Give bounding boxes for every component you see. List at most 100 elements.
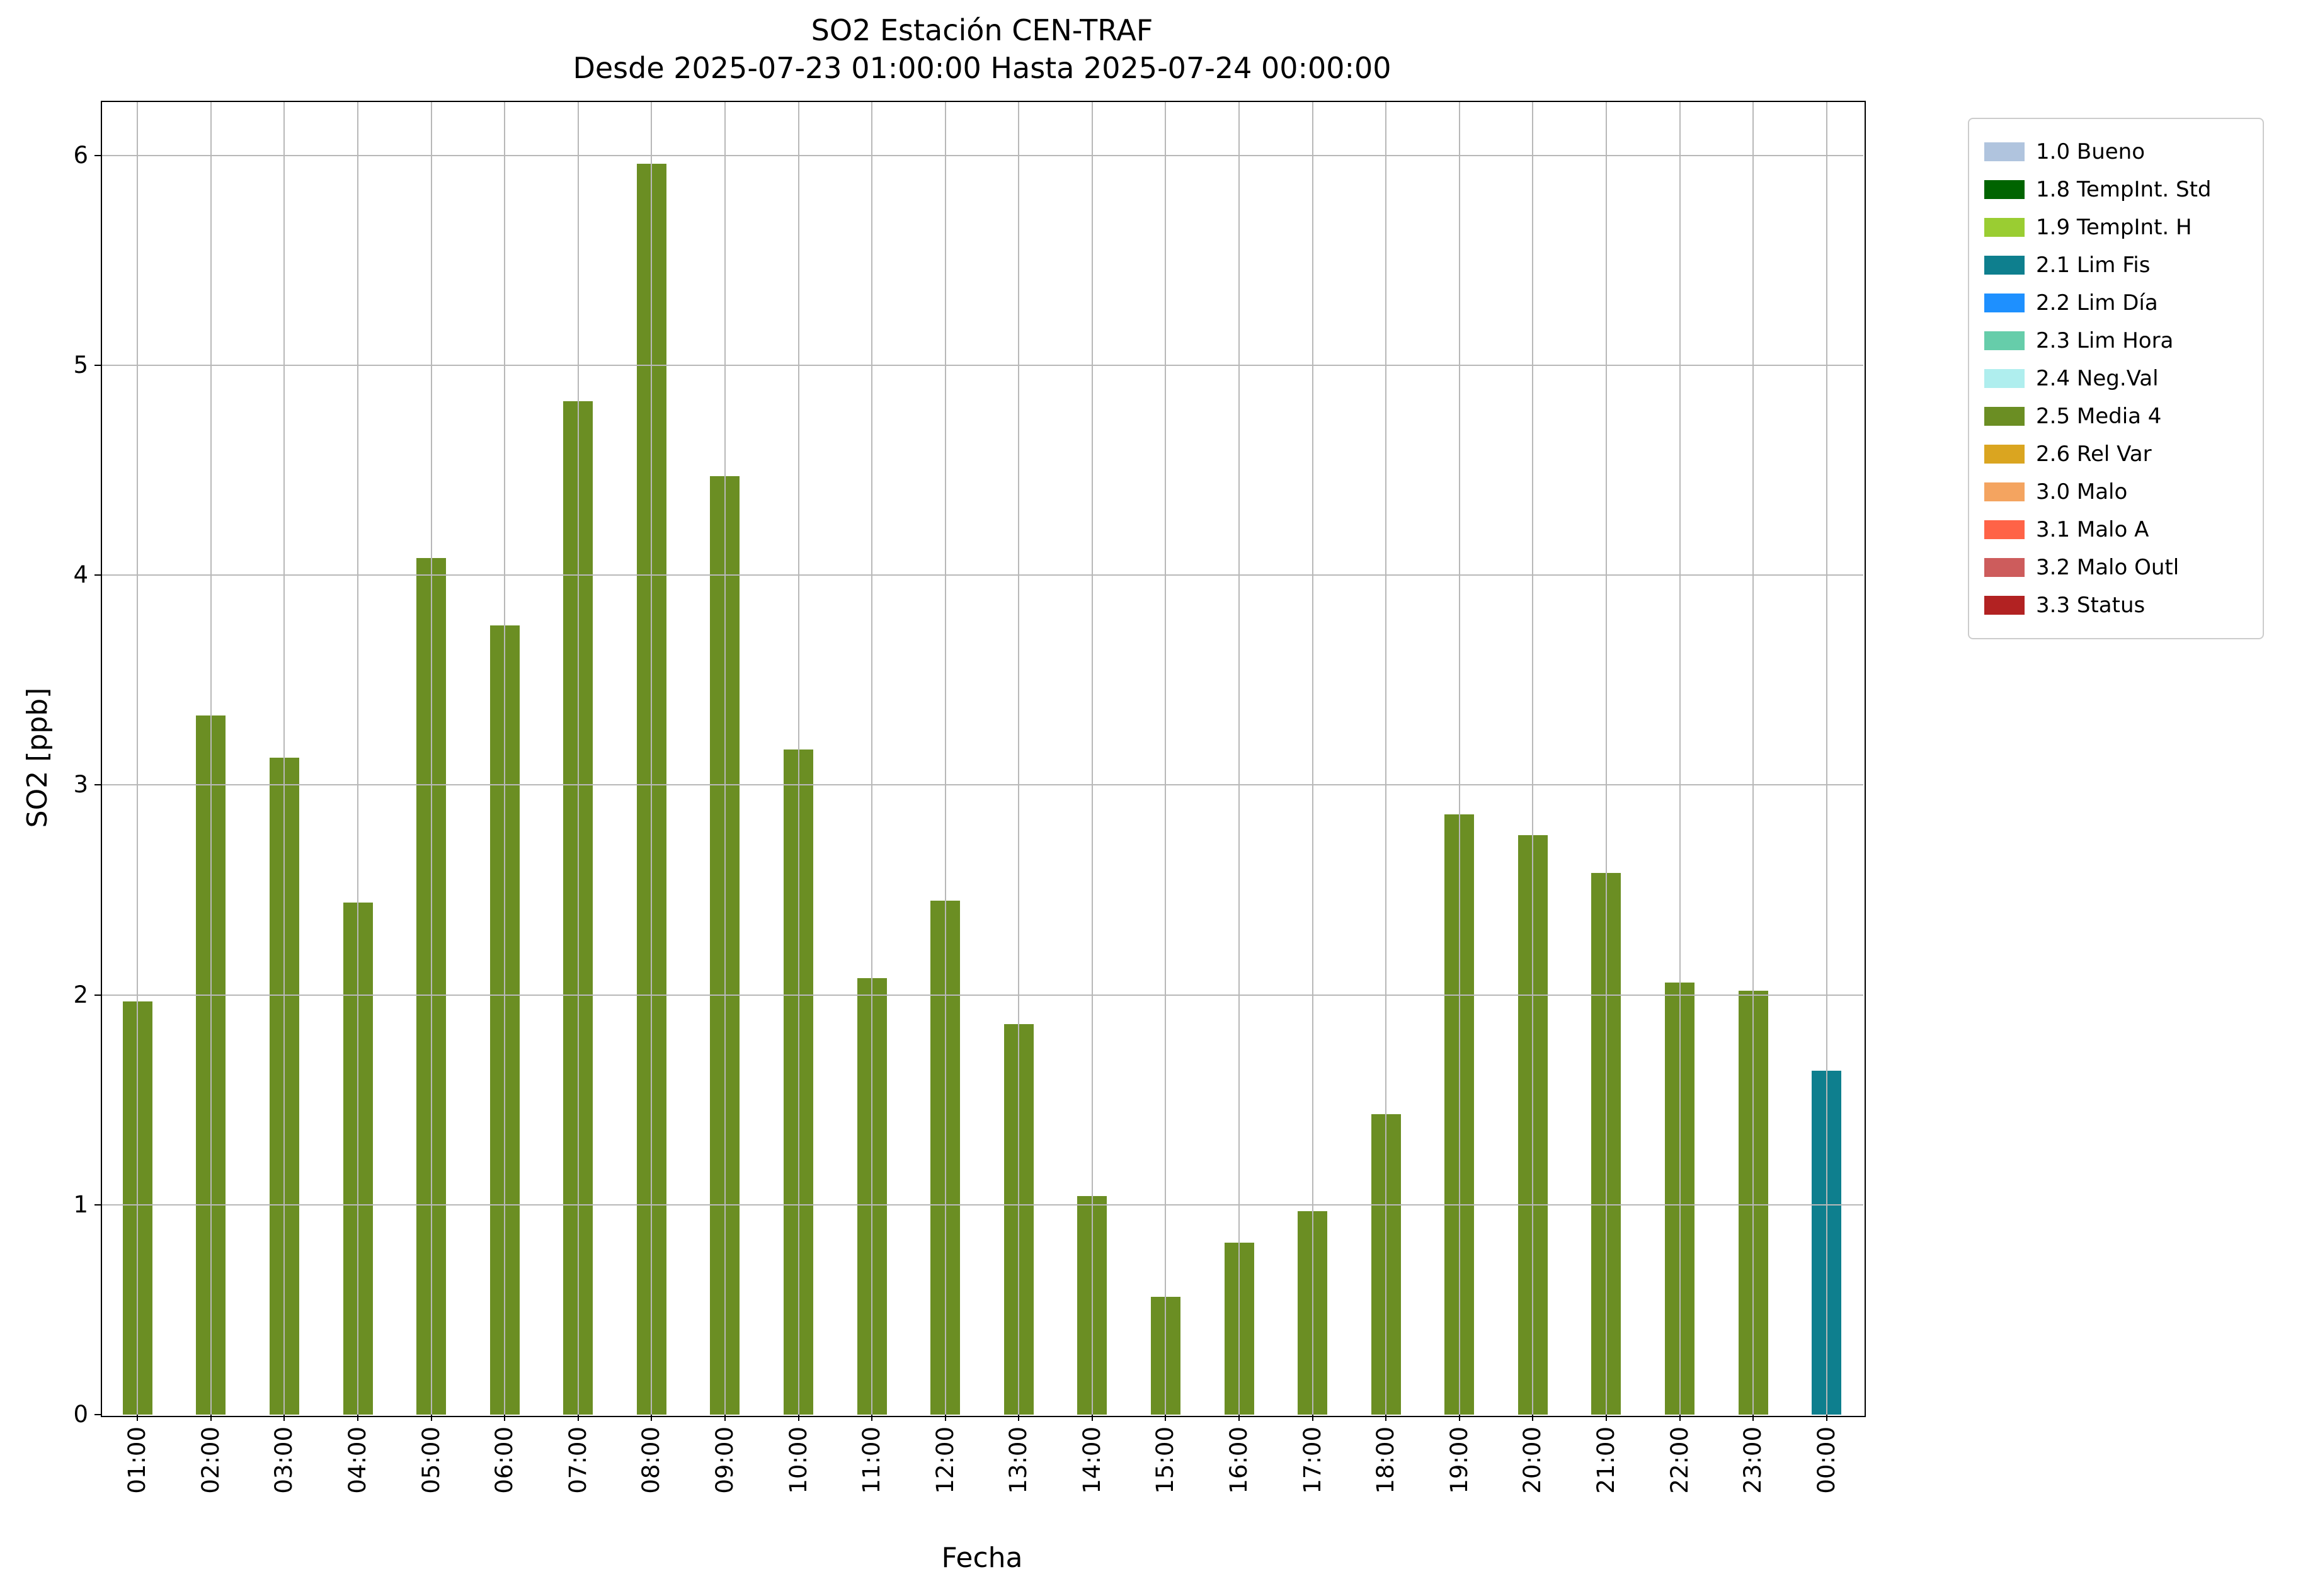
legend-item: 3.0 Malo: [1984, 473, 2248, 511]
legend-item: 2.4 Neg.Val: [1984, 360, 2248, 397]
x-tick-mark: [504, 1415, 506, 1421]
x-tick-label: 08:00: [637, 1427, 665, 1494]
gridline-vertical: [651, 101, 653, 1415]
x-tick-mark: [1018, 1415, 1020, 1421]
x-tick-label: 11:00: [858, 1427, 886, 1494]
y-tick-mark: [94, 994, 101, 996]
gridline-vertical: [1752, 101, 1754, 1415]
legend-label: 3.2 Malo Outl: [2036, 555, 2180, 580]
x-tick-mark: [1605, 1415, 1607, 1421]
chart-title: SO2 Estación CEN-TRAF: [811, 13, 1153, 47]
x-tick-label: 01:00: [123, 1427, 151, 1494]
gridline-vertical: [871, 101, 873, 1415]
x-tick-label: 18:00: [1372, 1427, 1400, 1494]
x-tick-mark: [944, 1415, 946, 1421]
legend-item: 1.8 TempInt. Std: [1984, 171, 2248, 208]
legend-item: 3.2 Malo Outl: [1984, 549, 2248, 586]
gridline-vertical: [137, 101, 139, 1415]
y-tick-label: 3: [73, 771, 88, 799]
x-tick-label: 21:00: [1592, 1427, 1620, 1494]
legend-item: 1.0 Bueno: [1984, 133, 2248, 171]
gridline-horizontal: [101, 574, 1863, 576]
legend-swatch: [1984, 218, 2025, 237]
x-tick-mark: [1385, 1415, 1387, 1421]
gridline-vertical: [1532, 101, 1534, 1415]
gridline-horizontal: [101, 154, 1863, 156]
x-tick-label: 07:00: [564, 1427, 591, 1494]
gridline-horizontal: [101, 784, 1863, 786]
gridline-vertical: [1091, 101, 1093, 1415]
x-tick-label: 19:00: [1445, 1427, 1473, 1494]
x-tick-label: 05:00: [417, 1427, 445, 1494]
y-axis-label: SO2 [ppb]: [21, 687, 54, 828]
legend-swatch: [1984, 331, 2025, 350]
x-tick-mark: [1752, 1415, 1754, 1421]
x-tick-mark: [1091, 1415, 1093, 1421]
x-tick-label: 14:00: [1078, 1427, 1106, 1494]
gridline-vertical: [1018, 101, 1020, 1415]
y-tick-mark: [94, 574, 101, 576]
legend-label: 3.0 Malo: [2036, 479, 2128, 504]
legend-label: 2.6 Rel Var: [2036, 442, 2152, 467]
legend-item: 2.3 Lim Hora: [1984, 322, 2248, 360]
x-tick-mark: [137, 1415, 139, 1421]
x-tick-mark: [1312, 1415, 1313, 1421]
legend-label: 2.4 Neg.Val: [2036, 366, 2159, 391]
legend-swatch: [1984, 180, 2025, 199]
legend-swatch: [1984, 445, 2025, 464]
y-tick-label: 5: [73, 351, 88, 379]
x-tick-mark: [1458, 1415, 1460, 1421]
gridline-vertical: [1385, 101, 1387, 1415]
gridline-vertical: [210, 101, 212, 1415]
legend-item: 2.6 Rel Var: [1984, 435, 2248, 473]
y-tick-mark: [94, 154, 101, 156]
legend-item: 2.1 Lim Fis: [1984, 246, 2248, 284]
legend-label: 3.1 Malo A: [2036, 517, 2149, 542]
x-tick-mark: [651, 1415, 653, 1421]
legend: 1.0 Bueno 1.8 TempInt. Std 1.9 TempInt. H 2…: [1968, 118, 2264, 639]
legend-item: 2.2 Lim Día: [1984, 284, 2248, 322]
legend-swatch: [1984, 558, 2025, 577]
x-tick-label: 15:00: [1152, 1427, 1179, 1494]
gridline-horizontal: [101, 994, 1863, 996]
legend-item: 2.5 Media 4: [1984, 397, 2248, 435]
gridline-vertical: [724, 101, 726, 1415]
gridline-vertical: [357, 101, 359, 1415]
legend-swatch: [1984, 596, 2025, 615]
legend-swatch: [1984, 369, 2025, 388]
legend-swatch: [1984, 256, 2025, 275]
x-tick-label: 22:00: [1666, 1427, 1693, 1494]
x-tick-mark: [1238, 1415, 1240, 1421]
gridline-vertical: [1458, 101, 1460, 1415]
legend-swatch: [1984, 142, 2025, 161]
gridline-vertical: [283, 101, 285, 1415]
gridline-horizontal: [101, 364, 1863, 366]
x-tick-label: 02:00: [197, 1427, 224, 1494]
x-tick-label: 10:00: [784, 1427, 812, 1494]
y-tick-label: 6: [73, 141, 88, 169]
y-tick-mark: [94, 364, 101, 366]
x-tick-mark: [577, 1415, 579, 1421]
gridline-vertical: [1605, 101, 1607, 1415]
legend-label: 2.5 Media 4: [2036, 404, 2162, 429]
x-tick-label: 04:00: [344, 1427, 372, 1494]
x-tick-label: 13:00: [1005, 1427, 1032, 1494]
x-tick-label: 06:00: [491, 1427, 518, 1494]
legend-swatch: [1984, 294, 2025, 312]
gridline-vertical: [577, 101, 579, 1415]
x-tick-mark: [797, 1415, 799, 1421]
y-tick-label: 4: [73, 561, 88, 589]
legend-label: 1.0 Bueno: [2036, 139, 2146, 164]
y-tick-label: 1: [73, 1190, 88, 1218]
gridline-vertical: [1238, 101, 1240, 1415]
gridline-vertical: [1679, 101, 1681, 1415]
legend-swatch: [1984, 520, 2025, 539]
y-tick-mark: [94, 784, 101, 786]
x-tick-mark: [1165, 1415, 1167, 1421]
legend-swatch: [1984, 482, 2025, 501]
gridline-vertical: [1312, 101, 1313, 1415]
legend-label: 2.3 Lim Hora: [2036, 328, 2174, 353]
gridline-vertical: [944, 101, 946, 1415]
legend-item: 1.9 TempInt. H: [1984, 208, 2248, 246]
